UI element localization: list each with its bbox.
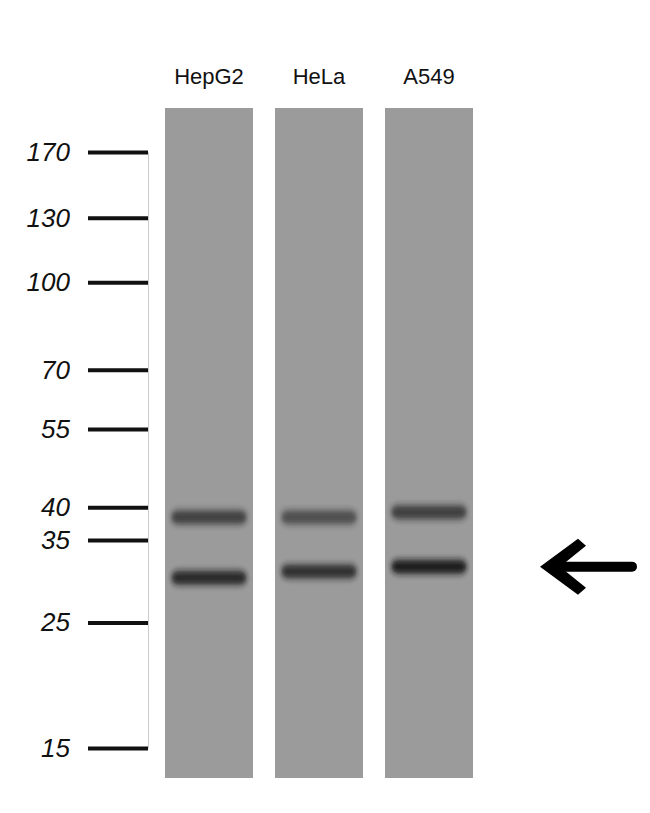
lane-background xyxy=(385,108,473,778)
band xyxy=(391,560,467,574)
marker-label: 40 xyxy=(41,492,70,522)
band xyxy=(391,505,467,519)
marker-tick: 130 xyxy=(27,203,148,233)
arrow-shaft xyxy=(565,562,632,572)
marker-tick: 35 xyxy=(41,525,148,555)
lane-tick: HepG2 xyxy=(174,64,244,89)
marker-tick: 15 xyxy=(41,733,148,763)
lane-tick: HeLa xyxy=(293,64,346,89)
lane-label: HepG2 xyxy=(174,64,244,89)
lane-background xyxy=(275,108,363,778)
band xyxy=(171,571,247,585)
marker-line xyxy=(88,428,148,432)
marker-line xyxy=(88,506,148,510)
arrow-head xyxy=(540,539,586,595)
marker-label: 70 xyxy=(41,355,70,385)
marker-tick: 100 xyxy=(27,267,148,297)
lane-tick: A549 xyxy=(403,64,454,89)
marker-line xyxy=(88,538,148,542)
blot-figure: HepG2 HeLa A549 15 25 3540 55 70 100 130 170 xyxy=(0,0,650,813)
band xyxy=(281,510,357,524)
marker-axis: 15 25 3540 55 70 100 130 170 xyxy=(27,137,149,763)
marker-line xyxy=(88,281,148,285)
marker-tick: 70 xyxy=(41,355,148,385)
band xyxy=(171,510,247,524)
marker-label: 55 xyxy=(41,414,70,444)
marker-line xyxy=(88,368,148,372)
lane-label: HeLa xyxy=(293,64,346,89)
marker-label: 35 xyxy=(41,525,70,555)
marker-line xyxy=(88,747,148,751)
lanes xyxy=(165,108,473,778)
marker-line xyxy=(88,151,148,155)
axis-line xyxy=(148,153,149,749)
marker-tick: 40 xyxy=(41,492,148,522)
marker-tick: 55 xyxy=(41,414,148,444)
lane-label: A549 xyxy=(403,64,454,89)
marker-label: 130 xyxy=(27,203,71,233)
arrow xyxy=(540,539,632,595)
marker-label: 100 xyxy=(27,267,71,297)
marker-label: 170 xyxy=(27,137,71,167)
lane-labels: HepG2 HeLa A549 xyxy=(174,64,455,89)
marker-label: 25 xyxy=(40,607,70,637)
marker-line xyxy=(88,216,148,220)
marker-line xyxy=(88,621,148,625)
lane-background xyxy=(165,108,253,778)
marker-label: 15 xyxy=(41,733,70,763)
marker-tick: 25 xyxy=(40,607,148,637)
bands xyxy=(171,505,467,585)
marker-tick: 170 xyxy=(27,137,148,167)
band xyxy=(281,564,357,578)
